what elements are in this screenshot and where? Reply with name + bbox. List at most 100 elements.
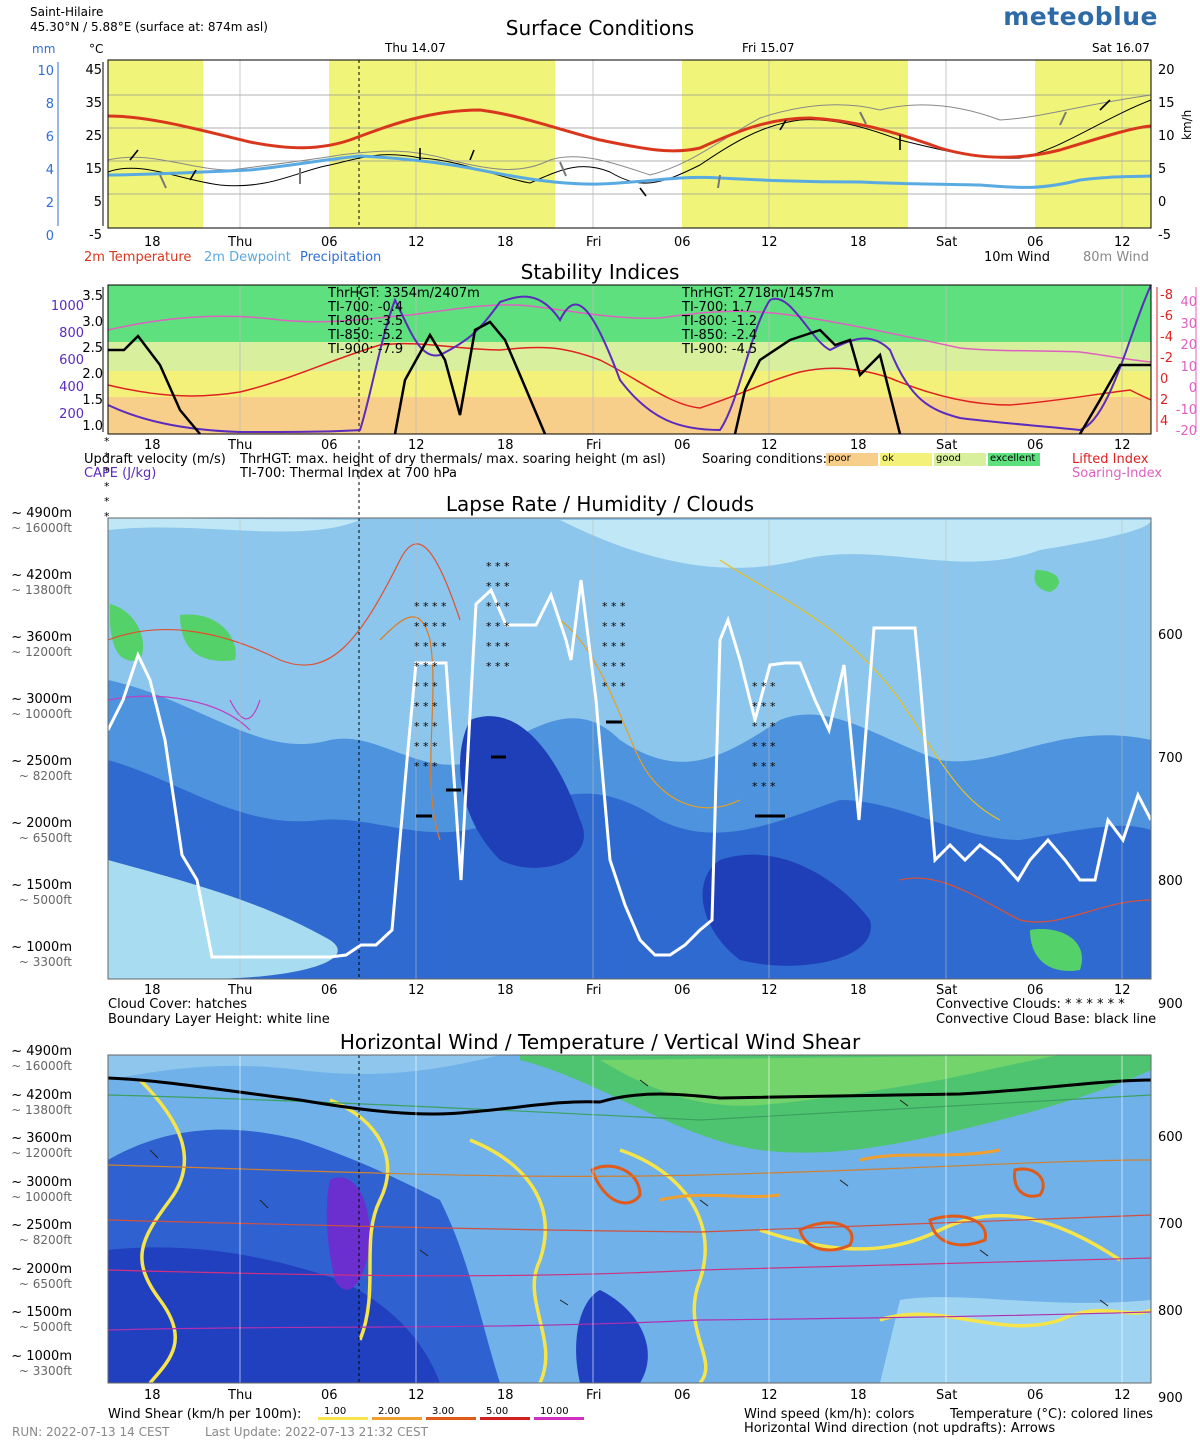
legend-temp: 2m Temperature <box>84 250 192 265</box>
thermal-box-fri: ThrHGT: 2718m/1457m TI-700: 1.7 TI-800: -1… <box>682 286 834 357</box>
legend-temperature: Temperature (°C): colored lines <box>950 1407 1154 1422</box>
svg-text:* * * *: * * * * <box>414 620 447 633</box>
li-tick: 2 <box>1160 393 1169 408</box>
run-info: RUN: 2022-07-13 14 CEST <box>12 1425 170 1439</box>
wind-tick: -5 <box>1158 228 1171 243</box>
si-tick: 20 <box>1180 338 1197 353</box>
last-update: Last Update: 2022-07-13 21:32 CEST <box>205 1425 428 1439</box>
si-tick: 40 <box>1180 295 1197 310</box>
hpa-axis-p3: 600 700 800 900 <box>1158 628 1183 1012</box>
si-tick: -10 <box>1175 402 1197 418</box>
mm-tick: 4 <box>45 163 54 178</box>
legend-poor: poor <box>826 453 878 466</box>
temp-tick: 35 <box>85 96 102 111</box>
svg-text:* * *: * * * <box>602 620 626 633</box>
svg-text:* * *: * * * <box>414 700 438 713</box>
li-tick: 0 <box>1160 372 1169 387</box>
legend-wind-speed: Wind speed (km/h): colors <box>744 1407 915 1422</box>
mm-tick: 10 <box>37 64 54 79</box>
legend-dew: 2m Dewpoint <box>204 250 291 265</box>
svg-text:* * *: * * * <box>602 640 626 653</box>
svg-text:* * *: * * * <box>752 680 776 693</box>
stability-chart <box>102 284 1197 435</box>
legend-updraft: Updraft velocity (m/s) <box>84 452 226 467</box>
svg-text:* * *: * * * <box>602 660 626 673</box>
svg-text:* * *: * * * <box>414 760 438 773</box>
li-tick: -2 <box>1160 351 1173 366</box>
wind-tick: 15 <box>1158 96 1175 111</box>
updraft-tick: 1.5 <box>82 393 103 408</box>
li-tick: -6 <box>1160 309 1173 324</box>
temp-tick: -5 <box>89 228 102 243</box>
legend-ti: TI-700: Thermal Index at 700 hPa <box>240 466 457 481</box>
legend-shear: Wind Shear (km/h per 100m): <box>108 1407 302 1422</box>
mm-tick: 0 <box>45 229 54 244</box>
brand-logo[interactable]: meteoblue <box>1003 2 1158 31</box>
legend-cape: CAPE (J/kg) <box>84 466 157 481</box>
height-axis-p3: ~ 4900m ~ 16000ft ~ 4200m ~ 13800ft ~ 3600… <box>11 506 72 969</box>
svg-text:* * *: * * * <box>486 640 510 653</box>
cape-tick: 1000 <box>50 299 84 314</box>
updraft-tick: 2.0 <box>82 367 103 382</box>
legend-good: good <box>934 453 986 466</box>
temp-tick: 45 <box>85 63 102 78</box>
temp-tick: 25 <box>85 129 102 144</box>
svg-text:*: * <box>104 495 110 508</box>
wind-tick: 0 <box>1158 195 1167 210</box>
svg-text:* * *: * * * <box>602 680 626 693</box>
svg-text:* * *: * * * <box>752 720 776 733</box>
updraft-tick: 3.5 <box>82 289 103 304</box>
si-tick: -20 <box>1175 424 1197 439</box>
thermal-box-thu: ThrHGT: 3354m/2407m TI-700: -0.4 TI-800: -… <box>328 286 480 357</box>
li-tick: 4 <box>1160 414 1169 429</box>
height-axis-p4: ~ 4900m ~ 16000ft ~ 4200m ~ 13800ft ~ 3600… <box>11 1044 72 1378</box>
x-ticks-p2: 18 Thu 06 12 18 Fri 06 12 18 Sat 06 12 <box>144 438 1131 453</box>
si-tick: 30 <box>1180 316 1197 332</box>
updraft-tick: 3.0 <box>82 315 103 330</box>
x-ticks-p4: 18 Thu 06 12 18 Fri 06 12 18 Sat 06 12 <box>144 1388 1131 1403</box>
legend-wind10: 10m Wind <box>984 250 1051 265</box>
svg-text:* * *: * * * <box>602 600 626 613</box>
legend-conv-clouds: Convective Clouds: * * * * * * <box>936 997 1125 1012</box>
svg-text:* * *: * * * <box>414 660 438 673</box>
svg-text:* * *: * * * <box>486 580 510 593</box>
svg-text:*: * <box>104 465 110 478</box>
legend-soaring-conditions: Soaring conditions: <box>702 452 828 467</box>
legend-ok: ok <box>880 453 932 466</box>
wind-tick: 20 <box>1158 63 1175 78</box>
svg-text:* * *: * * * <box>414 720 438 733</box>
x-ticks-p1: 18 Thu 06 12 18 Fri 06 12 18 Sat 06 12 <box>144 235 1131 250</box>
svg-text:* * * *: * * * * <box>414 640 447 653</box>
svg-text:* * *: * * * <box>752 700 776 713</box>
mm-tick: 2 <box>45 196 54 211</box>
svg-text:* * *: * * * <box>752 740 776 753</box>
svg-text:* * *: * * * <box>486 620 510 633</box>
svg-text:*: * <box>104 510 110 523</box>
temp-tick: 5 <box>93 195 102 210</box>
li-tick: -8 <box>1160 288 1173 303</box>
location-name: Saint-Hilaire <box>30 5 104 19</box>
svg-text:* * *: * * * <box>752 760 776 773</box>
lapse-chart: * * * * * * * * * * * * * * * * * * * * * * … <box>104 435 1153 980</box>
day-label-sat: Sat 16.07 <box>1092 41 1150 55</box>
wind-chart <box>107 1054 1152 1385</box>
cape-tick: 800 <box>59 326 84 341</box>
legend-wind-direction: Horizontal Wind direction (not updrafts)… <box>744 1421 1056 1436</box>
updraft-tick: 1.0 <box>82 419 103 434</box>
wind-title: Horizontal Wind / Temperature / Vertical… <box>339 1030 861 1054</box>
legend-blh: Boundary Layer Height: white line <box>108 1012 330 1027</box>
x-ticks-p3: 18 Thu 06 12 18 Fri 06 12 18 Sat 06 12 <box>144 983 1131 998</box>
svg-text:* * *: * * * <box>486 560 510 573</box>
si-tick: 10 <box>1180 359 1197 375</box>
svg-text:*: * <box>104 435 110 448</box>
day-label-fri: Fri 15.07 <box>742 41 795 55</box>
hpa-axis-p4: 600 700 800 900 <box>1158 1130 1183 1406</box>
stability-title: Stability Indices <box>520 260 680 284</box>
svg-text:* * *: * * * <box>414 680 438 693</box>
surface-title: Surface Conditions <box>505 16 695 40</box>
lapse-title: Lapse Rate / Humidity / Clouds <box>445 492 755 516</box>
mm-tick: 8 <box>45 97 54 112</box>
updraft-tick: 2.5 <box>82 341 103 356</box>
temp-tick: 15 <box>85 162 102 177</box>
svg-text:* * *: * * * <box>486 660 510 673</box>
